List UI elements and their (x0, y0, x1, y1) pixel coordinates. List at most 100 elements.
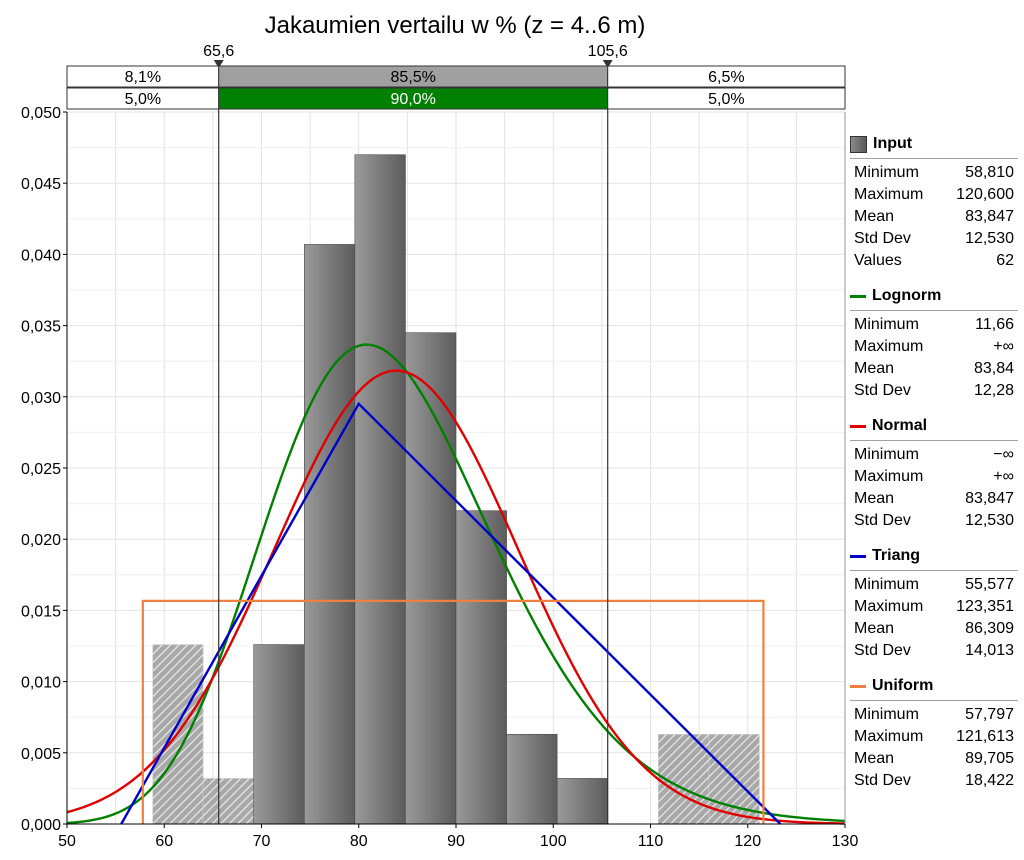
y-tick-label: 0,045 (21, 176, 61, 193)
y-tick-label: 0,040 (21, 247, 61, 264)
legend-stat-label: Maximum (854, 598, 924, 615)
legend-stat-value: 83,847 (965, 208, 1014, 225)
legend-stat-label: Minimum (854, 576, 919, 593)
delimiter-right-label: 105,6 (588, 43, 628, 60)
legend-stat-value: 121,613 (956, 728, 1014, 745)
legend-stat-label: Minimum (854, 706, 919, 723)
legend-stat-value: 12,530 (965, 512, 1014, 529)
histogram-bar-7 (506, 733, 558, 825)
histogram-bar-5 (405, 332, 457, 825)
legend-stat-value: 62 (996, 252, 1014, 269)
curve-uniform (141, 599, 765, 824)
legend-stat-row: Maximum +∞ (850, 336, 1018, 358)
axes: 0,000 0,005 0,010 0,015 0,020 0,025 0,030 0,035… (21, 105, 858, 850)
legend-stat-row: Mean 86,309 (850, 618, 1018, 640)
legend-stat-row: Minimum 55,577 (850, 574, 1018, 596)
legend-stat-label: Maximum (854, 338, 924, 355)
curve-lognorm (66, 343, 846, 825)
legend-series-name: Uniform (872, 677, 934, 694)
legend-series-name: Triang (872, 547, 921, 564)
legend-stat-row: Minimum 58,810 (850, 162, 1018, 184)
legend-block-input: Input Minimum 58,810 Maximum 120,600 Mean 83,8… (850, 133, 1018, 272)
histogram-bar-6 (455, 510, 507, 825)
row2-left-label: 5,0% (125, 91, 161, 108)
legend-stat-value: 11,66 (975, 316, 1014, 333)
legend-header: Uniform (850, 675, 1018, 701)
legend-stat-value: 86,309 (965, 620, 1014, 637)
legend-swatch (850, 554, 866, 558)
legend-stat-value: +∞ (993, 338, 1014, 355)
row2-right-label: 5,0% (708, 91, 744, 108)
legend-stat-label: Mean (854, 360, 895, 377)
legend-stat-row: Std Dev 12,28 (850, 380, 1018, 402)
legend-stat-row: Minimum 57,797 (850, 704, 1018, 726)
chart-title: Jakaumien vertailu w % (z = 4..6 m) (265, 12, 646, 39)
legend-stat-value: 12,28 (973, 382, 1014, 399)
legend-stat-value: 55,577 (965, 576, 1014, 593)
x-tick-label: 110 (638, 833, 664, 850)
legend-stat-row: Mean 89,705 (850, 748, 1018, 770)
legend-stat-value: 12,530 (965, 230, 1014, 247)
y-tick-label: 0,020 (21, 532, 61, 549)
legend-stat-row: Std Dev 12,530 (850, 228, 1018, 250)
legend-stat-row: Mean 83,847 (850, 206, 1018, 228)
legend-stat-row: Std Dev 12,530 (850, 510, 1018, 532)
y-tick-label: 0,000 (21, 817, 61, 834)
x-tick-label: 60 (155, 833, 173, 850)
legend-stat-label: Values (854, 252, 902, 269)
y-tick-label: 0,035 (21, 319, 61, 336)
legend-series-name: Input (873, 135, 913, 152)
x-tick-label: 50 (58, 833, 76, 850)
legend-stat-label: Maximum (854, 468, 924, 485)
legend-stat-value: 83,847 (965, 490, 1014, 507)
legend-stat-value: 18,422 (965, 772, 1014, 789)
legend-header: Normal (850, 415, 1018, 441)
legend-stat-value: 58,810 (965, 164, 1014, 181)
legend-stat-label: Maximum (854, 728, 924, 745)
legend-block-uniform: Uniform Minimum 57,797 Maximum 121,613 Mean 89… (850, 675, 1018, 792)
delimiter-left-marker (213, 60, 224, 68)
row2-middle-label: 90,0% (391, 91, 436, 108)
legend-stat-label: Mean (854, 750, 895, 767)
legend-stat-label: Minimum (854, 164, 919, 181)
legend-stat-label: Minimum (854, 446, 919, 463)
legend-stat-row: Std Dev 18,422 (850, 770, 1018, 792)
legend-swatch (850, 135, 867, 153)
legend-stat-row: Mean 83,84 (850, 358, 1018, 380)
legend-header: Triang (850, 545, 1018, 571)
x-tick-label: 90 (447, 833, 465, 850)
legend-stat-row: Maximum +∞ (850, 466, 1018, 488)
legend-stat-row: Maximum 120,600 (850, 184, 1018, 206)
y-tick-label: 0,005 (21, 746, 61, 763)
legend-stat-row: Maximum 123,351 (850, 596, 1018, 618)
histogram-bar-2 (253, 644, 305, 825)
legend-stat-value: 57,797 (965, 706, 1014, 723)
legend-stat-row: Minimum 11,66 (850, 314, 1018, 336)
legend-block-normal: Normal Minimum −∞ Maximum +∞ Mean 83,847 Std De… (850, 415, 1018, 532)
legend-stat-label: Mean (854, 208, 895, 225)
legend-stat-row: Std Dev 14,013 (850, 640, 1018, 662)
x-tick-label: 130 (832, 833, 859, 850)
legend-swatch (850, 684, 866, 688)
legend-stat-label: Std Dev (854, 230, 911, 247)
legend-stat-value: 120,600 (956, 186, 1014, 203)
legend-stat-label: Std Dev (854, 512, 911, 529)
curve-triang (120, 401, 782, 825)
legend-stat-value: 83,84 (973, 360, 1014, 377)
delimiter-left-label: 65,6 (203, 43, 234, 60)
x-tick-label: 80 (350, 833, 368, 850)
y-tick-label: 0,030 (21, 390, 61, 407)
delimiter-bars[interactable]: 65,6 105,6 8,1% 85,5% 6,5% 5,0% 90,0% 5,0% (66, 43, 846, 824)
legend-stat-row: Maximum 121,613 (850, 726, 1018, 748)
histogram-bar-1 (202, 778, 255, 825)
legend-stat-row: Mean 83,847 (850, 488, 1018, 510)
legend-stat-label: Std Dev (854, 772, 911, 789)
y-tick-label: 0,015 (21, 603, 61, 620)
curve-normal (66, 369, 846, 825)
x-tick-label: 70 (253, 833, 271, 850)
row2-right-cell (607, 87, 846, 110)
x-tick-label: 100 (540, 833, 567, 850)
row1-middle-label: 85,5% (391, 69, 436, 86)
legend-stat-row: Values 62 (850, 250, 1018, 272)
y-tick-label: 0,050 (21, 105, 61, 122)
